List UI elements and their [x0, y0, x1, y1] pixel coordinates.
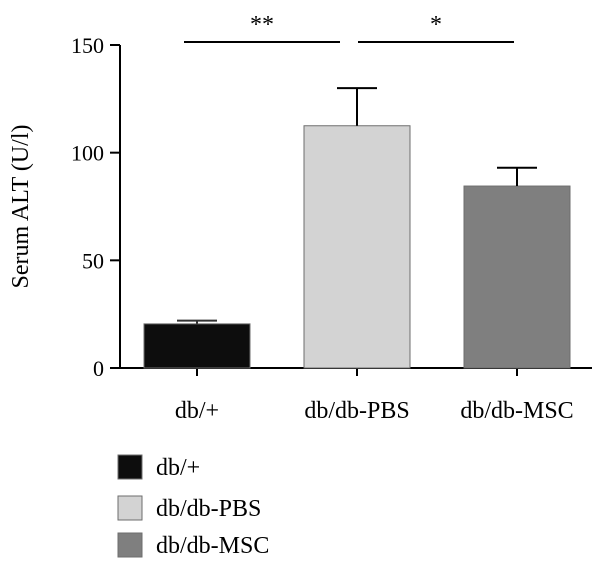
category-label-0: db/+	[175, 398, 219, 424]
legend-label-0: db/+	[156, 455, 200, 481]
significance-label-1: *	[430, 12, 442, 38]
y-axis-label: Serum ALT (U/l)	[8, 124, 34, 288]
legend-label-2: db/db-MSC	[156, 533, 269, 559]
y-tick-label-150: 150	[71, 33, 104, 58]
legend-label-1: db/db-PBS	[156, 496, 261, 522]
y-tick-label-100: 100	[71, 141, 104, 166]
bar-db/db-PBS	[303, 125, 411, 369]
legend-swatch-0	[117, 454, 143, 480]
bar-db/db-MSC	[463, 185, 571, 369]
category-label-1: db/db-PBS	[304, 398, 409, 424]
category-label-2: db/db-MSC	[460, 398, 573, 424]
bar-db/+	[143, 323, 251, 369]
y-tick-label-0: 0	[93, 356, 104, 381]
significance-label-0: **	[250, 12, 274, 38]
legend-swatch-1	[117, 495, 143, 521]
legend-swatch-2	[117, 532, 143, 558]
y-tick-label-50: 50	[82, 248, 104, 273]
